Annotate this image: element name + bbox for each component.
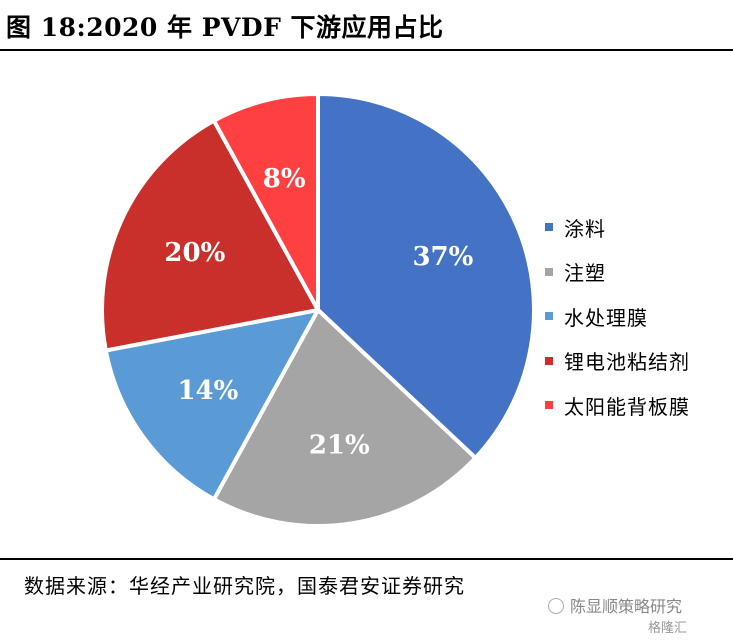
legend-label: 太阳能背板膜 [564, 394, 690, 419]
legend-swatch [545, 401, 553, 410]
legend-item-injection-molding: 注塑 [545, 250, 690, 295]
brand-mark: 格隆汇 [648, 621, 688, 636]
slice-solar-backsheet [211, 92, 320, 312]
legend-item-solar-backsheet: 太阳能背板膜 [545, 383, 690, 428]
slice-value-label: 20% [164, 238, 225, 268]
legend-label: 注塑 [564, 261, 606, 286]
legend-swatch [545, 312, 553, 321]
slice-value-label: 37% [412, 242, 473, 272]
slice-coating [316, 92, 536, 460]
legend-item-water-membrane: 水处理膜 [545, 294, 690, 339]
legend-label: 水处理膜 [564, 305, 648, 330]
watermark: 陈显顺策略研究 [548, 593, 682, 617]
pie-chart: 37% 21% 14% 20% 8% [100, 92, 536, 528]
slice-value-label: 14% [177, 376, 238, 406]
slice-injection-molding [211, 308, 478, 528]
legend-label: 涂料 [564, 216, 606, 241]
slice-value-label: 8% [263, 164, 306, 194]
legend-item-coating: 涂料 [545, 205, 690, 250]
slice-water-membrane [103, 308, 320, 502]
legend-swatch [545, 223, 553, 232]
legend-label: 锂电池粘结剂 [564, 350, 690, 375]
source-note: 数据来源：华经产业研究院，国泰君安证券研究 [24, 574, 465, 598]
watermark-text: 陈显顺策略研究 [570, 597, 683, 616]
legend-swatch [545, 267, 553, 276]
chart-title: 图 18:2020 年 PVDF 下游应用占比 [6, 13, 444, 42]
bottom-divider [0, 558, 733, 560]
legend: 涂料 注塑 水处理膜 锂电池粘结剂 太阳能背板膜 [545, 205, 690, 428]
wechat-icon [548, 598, 564, 614]
top-divider [0, 49, 733, 51]
legend-swatch [545, 356, 553, 365]
slice-value-label: 21% [309, 430, 370, 460]
slice-battery-binder [100, 118, 320, 353]
legend-item-battery-binder: 锂电池粘结剂 [545, 339, 690, 384]
